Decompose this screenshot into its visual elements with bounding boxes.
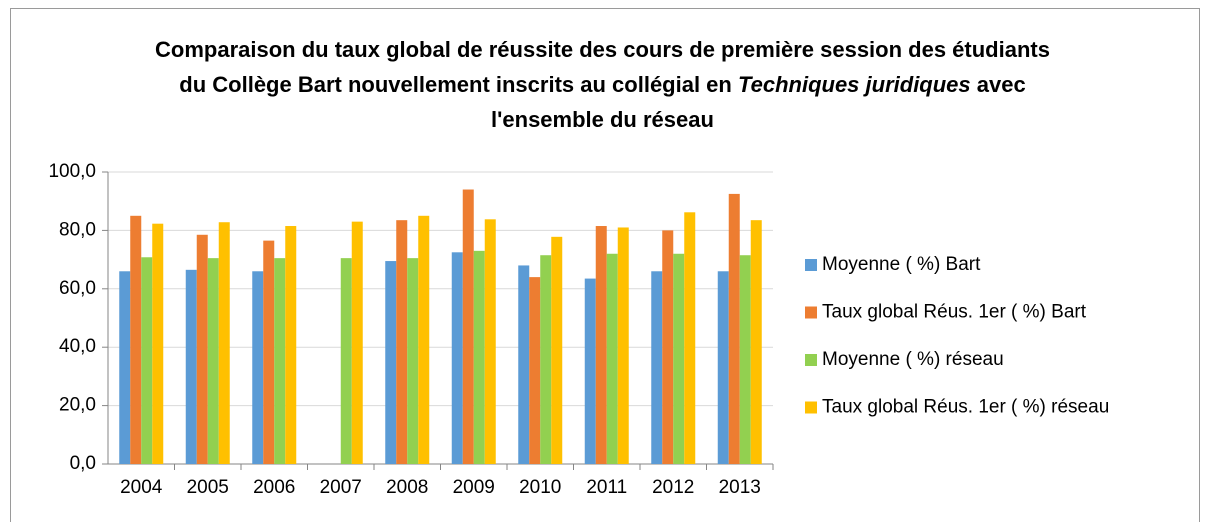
bar	[130, 215, 142, 464]
bar	[274, 258, 286, 464]
bar	[152, 223, 164, 464]
bar	[673, 253, 685, 464]
bar	[651, 271, 663, 464]
legend-label: Moyenne ( %) Bart	[822, 254, 981, 275]
legend-swatch	[805, 401, 817, 414]
x-tick-label: 2013	[719, 477, 761, 498]
bar	[418, 215, 430, 464]
bar	[462, 189, 474, 464]
legend-label: Taux global Réus. 1er ( %) réseau	[822, 397, 1109, 418]
y-tick-label: 20,0	[59, 395, 96, 416]
x-tick-label: 2004	[120, 477, 163, 498]
x-tick-label: 2011	[586, 477, 627, 498]
y-tick-label: 0,0	[70, 453, 96, 474]
legend-swatch	[805, 306, 817, 319]
bar	[595, 226, 607, 464]
bar	[728, 193, 740, 464]
x-tick-label: 2009	[453, 477, 495, 498]
x-tick-label: 2010	[519, 477, 561, 498]
bar	[185, 269, 197, 464]
bar	[451, 252, 463, 464]
bar	[584, 278, 596, 464]
title-part: avec l'ensemble du réseau	[491, 72, 1026, 132]
y-tick-label: 40,0	[59, 336, 96, 357]
bar	[750, 220, 762, 464]
bar	[407, 258, 419, 464]
bar	[540, 255, 552, 464]
y-tick-label: 60,0	[59, 278, 96, 299]
x-tick-label: 2005	[187, 477, 229, 498]
y-tick-label: 80,0	[59, 219, 96, 240]
bar	[529, 277, 541, 464]
legend-swatch	[805, 354, 817, 366]
bar	[218, 222, 230, 464]
x-tick-label: 2012	[652, 477, 694, 498]
legend-swatch	[805, 259, 817, 271]
bar	[263, 240, 275, 464]
bar	[606, 253, 618, 464]
x-tick-label: 2008	[386, 477, 428, 498]
y-tick-label: 100,0	[48, 161, 96, 182]
bar	[484, 219, 496, 464]
bar	[717, 271, 729, 464]
bar	[739, 255, 751, 464]
bar	[662, 230, 674, 464]
bar	[141, 257, 153, 464]
bar	[119, 271, 131, 464]
bar	[396, 220, 408, 464]
bar	[351, 221, 363, 464]
bar	[684, 212, 696, 464]
bar	[518, 265, 530, 464]
legend-label: Moyenne ( %) réseau	[822, 349, 1004, 370]
bar	[196, 234, 208, 464]
bar	[473, 250, 485, 464]
x-tick-label: 2007	[320, 477, 362, 498]
title-part: Techniques juridiques	[737, 72, 971, 97]
bar	[385, 261, 397, 464]
bar	[340, 258, 352, 464]
chart-title: Comparaison du taux global de réussite d…	[150, 32, 1055, 137]
legend-label: Taux global Réus. 1er ( %) Bart	[822, 302, 1087, 323]
bar	[285, 226, 297, 464]
title-part: Comparaison du taux global de réussite d…	[155, 37, 1050, 97]
bar	[207, 258, 219, 464]
bar	[551, 236, 563, 464]
bar	[252, 271, 264, 464]
x-tick-label: 2006	[253, 477, 295, 498]
bar	[617, 227, 629, 464]
